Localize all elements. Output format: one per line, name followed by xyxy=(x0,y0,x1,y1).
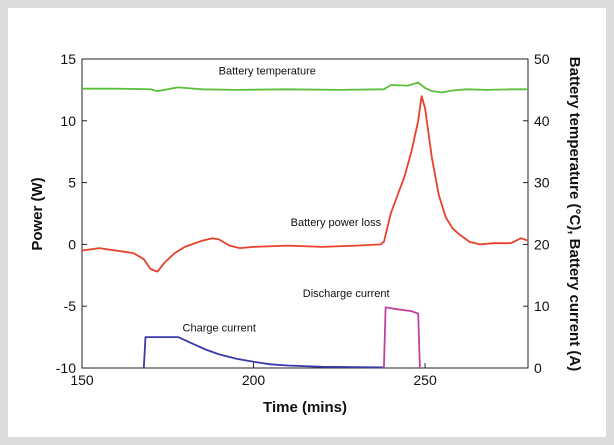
left-y-tick-label: 15 xyxy=(60,51,76,67)
left-y-tick-label: -10 xyxy=(56,360,76,376)
right-y-tick-label: 50 xyxy=(534,51,550,67)
left-y-axis-title: Power (W) xyxy=(29,177,46,250)
right-y-tick-label: 10 xyxy=(534,298,550,314)
battery-power-loss-annotation: Battery power loss xyxy=(291,217,382,229)
x-axis-title: Time (mins) xyxy=(263,399,347,416)
left-y-tick-label: 10 xyxy=(60,113,76,129)
discharge-current-annotation: Discharge current xyxy=(303,288,390,300)
charge-current-annotation: Charge current xyxy=(183,323,256,335)
battery-temperature-line xyxy=(82,81,528,94)
left-y-tick-label: 0 xyxy=(68,236,76,252)
battery-temperature-annotation: Battery temperature xyxy=(219,65,316,77)
right-y-tick-label: 30 xyxy=(534,175,550,191)
x-tick-label: 250 xyxy=(413,372,437,388)
x-tick-label: 150 xyxy=(70,372,94,388)
discharge-current-line xyxy=(383,306,421,369)
right-y-axis-title: Battery temperature (°C), Battery curren… xyxy=(566,57,583,371)
right-y-tick-label: 0 xyxy=(534,360,542,376)
right-y-tick-label: 20 xyxy=(534,236,550,252)
right-y-tick-label: 40 xyxy=(534,113,550,129)
battery-power-loss-line xyxy=(81,95,529,273)
charge-current-line xyxy=(142,336,384,369)
plot-area xyxy=(81,58,529,369)
left-y-tick-label: 5 xyxy=(68,175,76,191)
left-y-tick-label: -5 xyxy=(64,298,77,314)
x-tick-label: 200 xyxy=(242,372,266,388)
